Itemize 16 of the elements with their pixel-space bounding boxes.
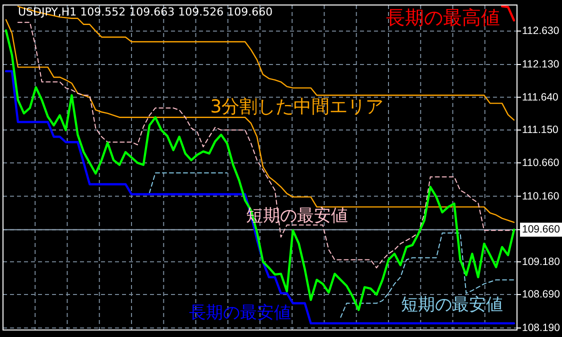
line-series [4,70,516,324]
y-tick-label: 111.640 [522,91,559,104]
y-tick-label: 110.160 [522,190,560,202]
annotation: 短期の最安値 [401,295,503,315]
y-tick-label: 110.660 [522,156,560,169]
y-tick-label: 108.190 [522,322,560,334]
y-tick-label: 109.180 [522,256,560,268]
y-tick-label: 112.630 [522,25,560,38]
y-tick-label: 112.130 [522,58,560,71]
annotation: 長期の最高値 [386,7,500,29]
annotation: 長期の最安値 [189,303,291,323]
y-tick-label: 109.660 [522,224,560,236]
annotation: 3分割した中間エリア [210,96,384,118]
y-tick-label: 108.690 [522,288,560,301]
line-series [17,6,515,121]
y-tick-label: 111.150 [522,124,559,136]
